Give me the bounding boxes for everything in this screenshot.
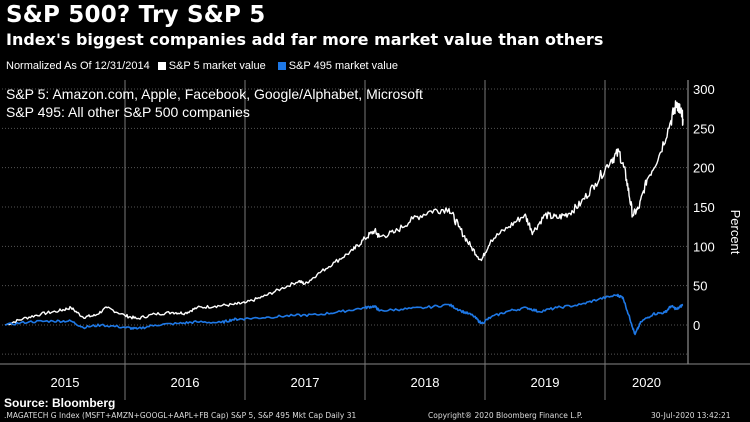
y-tick-label: 200 (693, 161, 715, 176)
legend: Normalized As Of 12/31/2014 S&P 5 market… (6, 60, 410, 72)
x-tick-label: 2018 (411, 375, 440, 390)
y-tick-label: 100 (693, 239, 715, 254)
chart-title: S&P 500? Try S&P 5 (6, 2, 266, 28)
x-tick-label: 2019 (531, 375, 560, 390)
y-tick-label: 250 (693, 121, 715, 136)
x-tick-label: 2020 (632, 375, 661, 390)
legend-swatch-sp5 (157, 62, 166, 70)
footer-timestamp: 30-Jul-2020 13:42:21 (651, 411, 731, 420)
footer-index-info: .MAGATECH G Index (MSFT+AMZN+GOOGL+AAPL+… (4, 411, 357, 420)
y-tick-label: 300 (693, 82, 715, 97)
y-tick-labels: 0 50 100 150 200 250 300 (693, 82, 715, 333)
y-tick-label: 150 (693, 200, 715, 215)
series-lines (4, 100, 684, 336)
legend-label-sp495: S&P 495 market value (288, 60, 398, 72)
grid-lines (0, 80, 750, 365)
legend-item-sp495: S&P 495 market value (277, 60, 398, 72)
y-axis-title: Percent (728, 210, 743, 255)
x-tick-label: 2016 (171, 375, 200, 390)
legend-swatch-sp495 (277, 62, 286, 70)
legend-item-sp5: S&P 5 market value (157, 60, 266, 72)
y-tick-label: 50 (693, 279, 707, 294)
year-separators (124, 80, 606, 400)
legend-label-sp5: S&P 5 market value (168, 60, 266, 72)
source-note: Source: Bloomberg (4, 396, 116, 410)
annotation-sp495: S&P 495: All other S&P 500 companies (6, 104, 250, 120)
series-line-sp5 (4, 100, 684, 326)
series-line-sp495 (4, 293, 684, 336)
x-tick-label: 2015 (51, 375, 80, 390)
normalization-note: Normalized As Of 12/31/2014 (6, 60, 150, 72)
chart-subtitle: Index's biggest companies add far more m… (6, 30, 604, 49)
footer-copyright: Copyright® 2020 Bloomberg Finance L.P. (428, 411, 583, 420)
x-tick-labels: 2015 2016 2017 2018 2019 2020 (51, 375, 661, 390)
x-tick-label: 2017 (291, 375, 320, 390)
y-tick-label: 0 (693, 318, 700, 333)
annotation-sp5: S&P 5: Amazon.com, Apple, Facebook, Goog… (6, 86, 423, 102)
